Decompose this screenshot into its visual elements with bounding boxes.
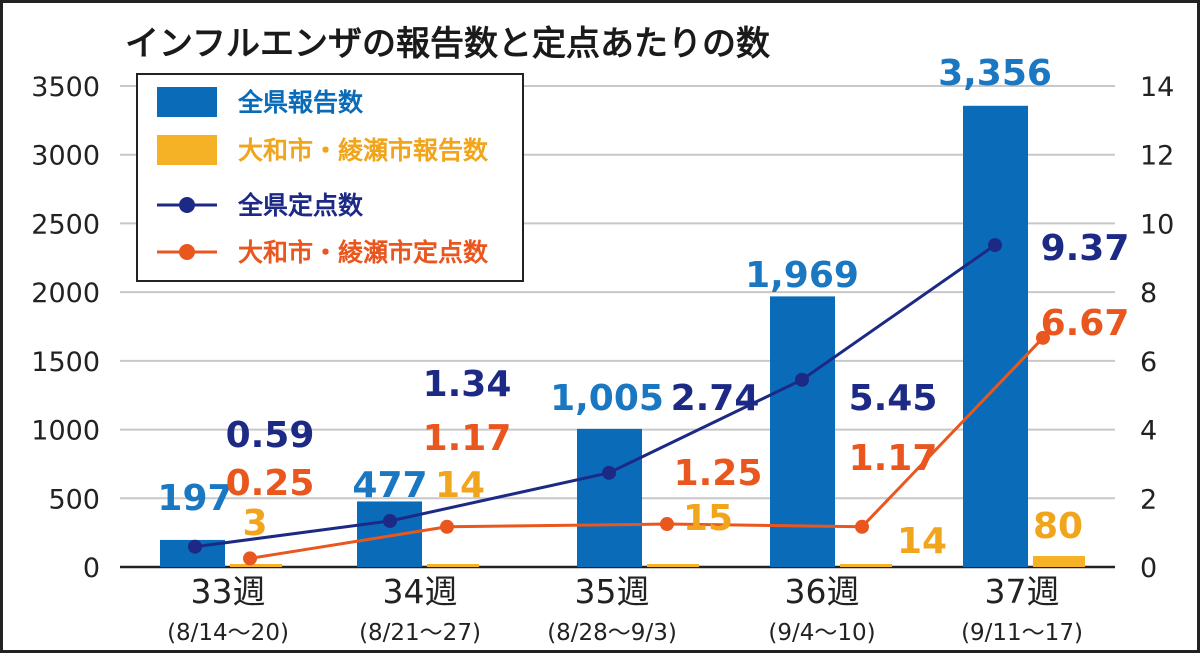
right-tick-label: 14 <box>1140 72 1174 103</box>
legend-box <box>136 73 524 282</box>
legend-label: 全県定点数 <box>237 191 364 220</box>
label-local-reports: 15 <box>683 498 733 539</box>
category-label: 36週 <box>785 572 860 611</box>
bar-local-reports <box>840 564 892 567</box>
label-prefecture-per-site: 5.45 <box>849 378 938 419</box>
legend-label: 大和市・綾瀬市定点数 <box>238 238 489 267</box>
point-prefecture-per-site <box>988 238 1002 253</box>
category-sublabel: (8/21〜27) <box>359 620 481 646</box>
bar-prefecture-reports <box>357 501 422 567</box>
left-tick-label: 2000 <box>31 278 100 309</box>
label-local-per-site: 6.67 <box>1041 303 1130 344</box>
label-local-reports: 14 <box>435 465 485 506</box>
legend-swatch <box>157 87 217 117</box>
left-tick-label: 2500 <box>31 209 100 240</box>
label-local-per-site: 1.17 <box>423 418 512 459</box>
point-prefecture-per-site <box>795 372 809 387</box>
point-local-per-site <box>855 519 869 534</box>
bar-prefecture-reports <box>577 428 642 567</box>
bar-local-reports <box>427 564 479 567</box>
left-tick-label: 3500 <box>31 72 100 103</box>
bar-local-reports <box>1033 556 1085 567</box>
label-prefecture-reports: 197 <box>157 478 232 519</box>
label-prefecture-reports: 1,005 <box>550 378 664 419</box>
right-tick-label: 8 <box>1140 278 1157 309</box>
chart-title: インフルエンザの報告数と定点あたりの数 <box>125 24 770 64</box>
label-prefecture-reports: 477 <box>352 465 427 506</box>
label-local-per-site: 1.17 <box>849 438 938 479</box>
category-label: 35週 <box>575 572 650 611</box>
left-tick-label: 1500 <box>31 347 100 378</box>
category-sublabel: (8/28〜9/3) <box>547 620 677 646</box>
category-sublabel: (9/4〜10) <box>768 620 875 646</box>
point-local-per-site <box>440 519 454 534</box>
legend-marker <box>179 197 195 213</box>
right-tick-label: 0 <box>1140 553 1157 584</box>
label-local-reports: 80 <box>1033 506 1083 547</box>
right-tick-label: 2 <box>1140 484 1157 515</box>
legend-marker <box>179 244 195 260</box>
label-prefecture-reports: 3,356 <box>938 53 1052 94</box>
legend-swatch <box>157 135 217 165</box>
right-tick-label: 6 <box>1140 347 1157 378</box>
label-prefecture-per-site: 2.74 <box>671 378 760 419</box>
right-tick-label: 12 <box>1140 141 1174 172</box>
label-local-reports: 14 <box>897 521 947 562</box>
bar-local-reports <box>647 564 699 567</box>
left-tick-label: 500 <box>48 484 100 515</box>
point-local-per-site <box>1036 330 1050 345</box>
point-local-per-site <box>243 551 257 566</box>
label-local-reports: 3 <box>242 503 267 544</box>
label-local-per-site: 1.25 <box>674 453 763 494</box>
bar-local-reports <box>230 564 282 567</box>
label-prefecture-reports: 1,969 <box>745 255 859 296</box>
category-label: 33週 <box>191 572 266 611</box>
point-prefecture-per-site <box>188 539 202 554</box>
left-tick-label: 0 <box>83 553 100 584</box>
left-tick-label: 3000 <box>31 141 100 172</box>
category-sublabel: (8/14〜20) <box>167 620 289 646</box>
category-sublabel: (9/11〜17) <box>961 620 1083 646</box>
label-prefecture-per-site: 9.37 <box>1041 228 1130 269</box>
right-tick-label: 10 <box>1140 209 1174 240</box>
label-local-per-site: 0.25 <box>226 463 315 504</box>
label-prefecture-per-site: 0.59 <box>226 415 315 456</box>
left-tick-label: 1000 <box>31 416 100 447</box>
category-label: 34週 <box>383 572 458 611</box>
legend-label: 全県報告数 <box>237 88 364 117</box>
point-local-per-site <box>660 517 674 532</box>
legend-label: 大和市・綾瀬市報告数 <box>238 136 489 165</box>
label-prefecture-per-site: 1.34 <box>423 364 512 405</box>
category-label: 37週 <box>985 572 1060 611</box>
point-prefecture-per-site <box>602 465 616 480</box>
right-tick-label: 4 <box>1140 416 1157 447</box>
point-prefecture-per-site <box>383 513 397 528</box>
bar-prefecture-reports <box>770 296 835 567</box>
bar-prefecture-reports <box>963 105 1028 568</box>
